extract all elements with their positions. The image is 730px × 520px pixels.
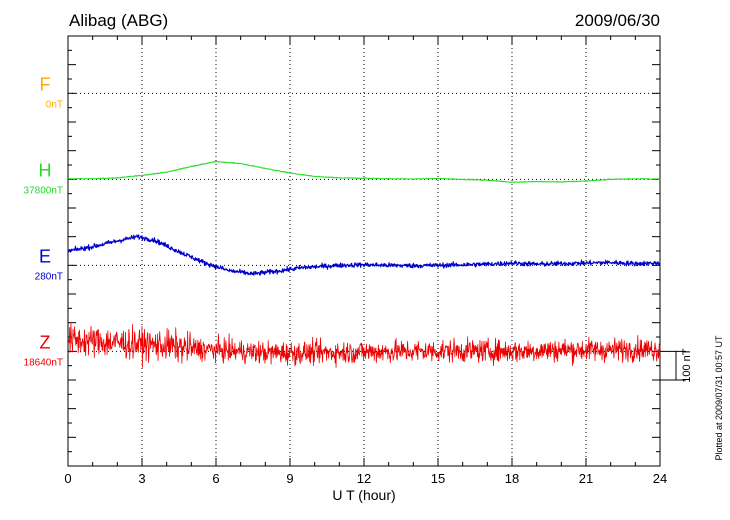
x-tick-label-21: 21 [579,471,593,486]
plotted-at-note: Plotted at 2009/07/31 00:57 UT [714,335,724,461]
series-traces [67,160,661,368]
series-name-e: E [39,246,51,266]
scale-bar-label: 100 nT [681,348,693,383]
x-tick-label-0: 0 [64,471,71,486]
trace-z [67,322,661,368]
date-label: 2009/06/30 [575,11,660,30]
x-tick-label-6: 6 [212,471,219,486]
series-baseline-f: 0nT [46,99,63,110]
axis-ticks: 0 3 6 9 12 15 18 21 24 [64,35,667,486]
series-name-z: Z [40,332,51,352]
trace-e [67,234,661,276]
x-axis-label: U T (hour) [332,487,395,503]
grid-lines [68,36,660,466]
x-tick-label-9: 9 [286,471,293,486]
series-baseline-z: 18640nT [24,357,63,368]
station-title: Alibag (ABG) [69,11,168,30]
series-labels: F 0nT H 37800nT E 280nT Z 18640nT [24,74,63,368]
x-tick-label-18: 18 [505,471,519,486]
trace-h [67,160,661,184]
series-name-h: H [39,160,52,180]
x-tick-label-24: 24 [653,471,667,486]
x-tick-label-3: 3 [138,471,145,486]
scale-bar: 100 nT [660,348,693,383]
series-name-f: F [40,74,51,94]
x-tick-label-12: 12 [357,471,371,486]
series-baseline-h: 37800nT [24,185,63,196]
series-baseline-e: 280nT [35,271,63,282]
x-tick-label-15: 15 [431,471,445,486]
